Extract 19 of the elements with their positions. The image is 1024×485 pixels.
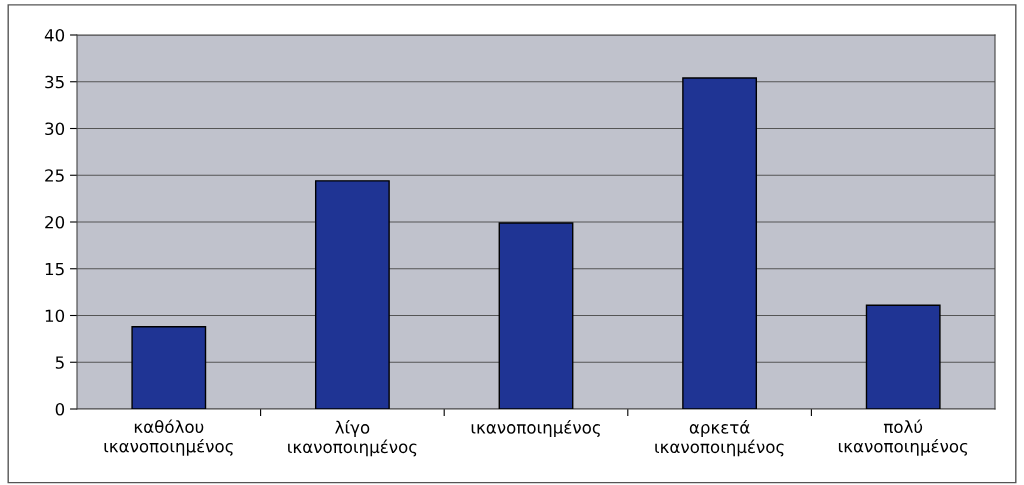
x-tick-label: αρκετά ικανοποιημένος	[655, 420, 784, 457]
x-tick-label: πολύ ικανοποιημένος	[838, 419, 968, 456]
bar	[314, 180, 390, 409]
bar	[682, 77, 758, 409]
y-tick-label: 10	[45, 309, 65, 323]
bar	[498, 222, 574, 409]
y-tick-label: 25	[45, 169, 64, 182]
y-tick-label: 5	[55, 356, 64, 369]
x-tick-label: καθόλου ικανοποιημένος	[104, 419, 233, 456]
y-tick-label: 0	[55, 402, 65, 416]
x-tick-label: ικανοποιημένος	[471, 420, 600, 437]
bar	[865, 304, 941, 409]
y-tick-label: 20	[45, 215, 65, 229]
bar	[131, 326, 207, 409]
y-tick-label: 15	[45, 262, 64, 276]
y-tick-label: 30	[45, 122, 65, 136]
x-tick-label: λίγο ικανοποιημένος	[288, 420, 417, 457]
y-tick-label: 35	[45, 75, 64, 89]
y-tick-label: 40	[44, 28, 65, 42]
